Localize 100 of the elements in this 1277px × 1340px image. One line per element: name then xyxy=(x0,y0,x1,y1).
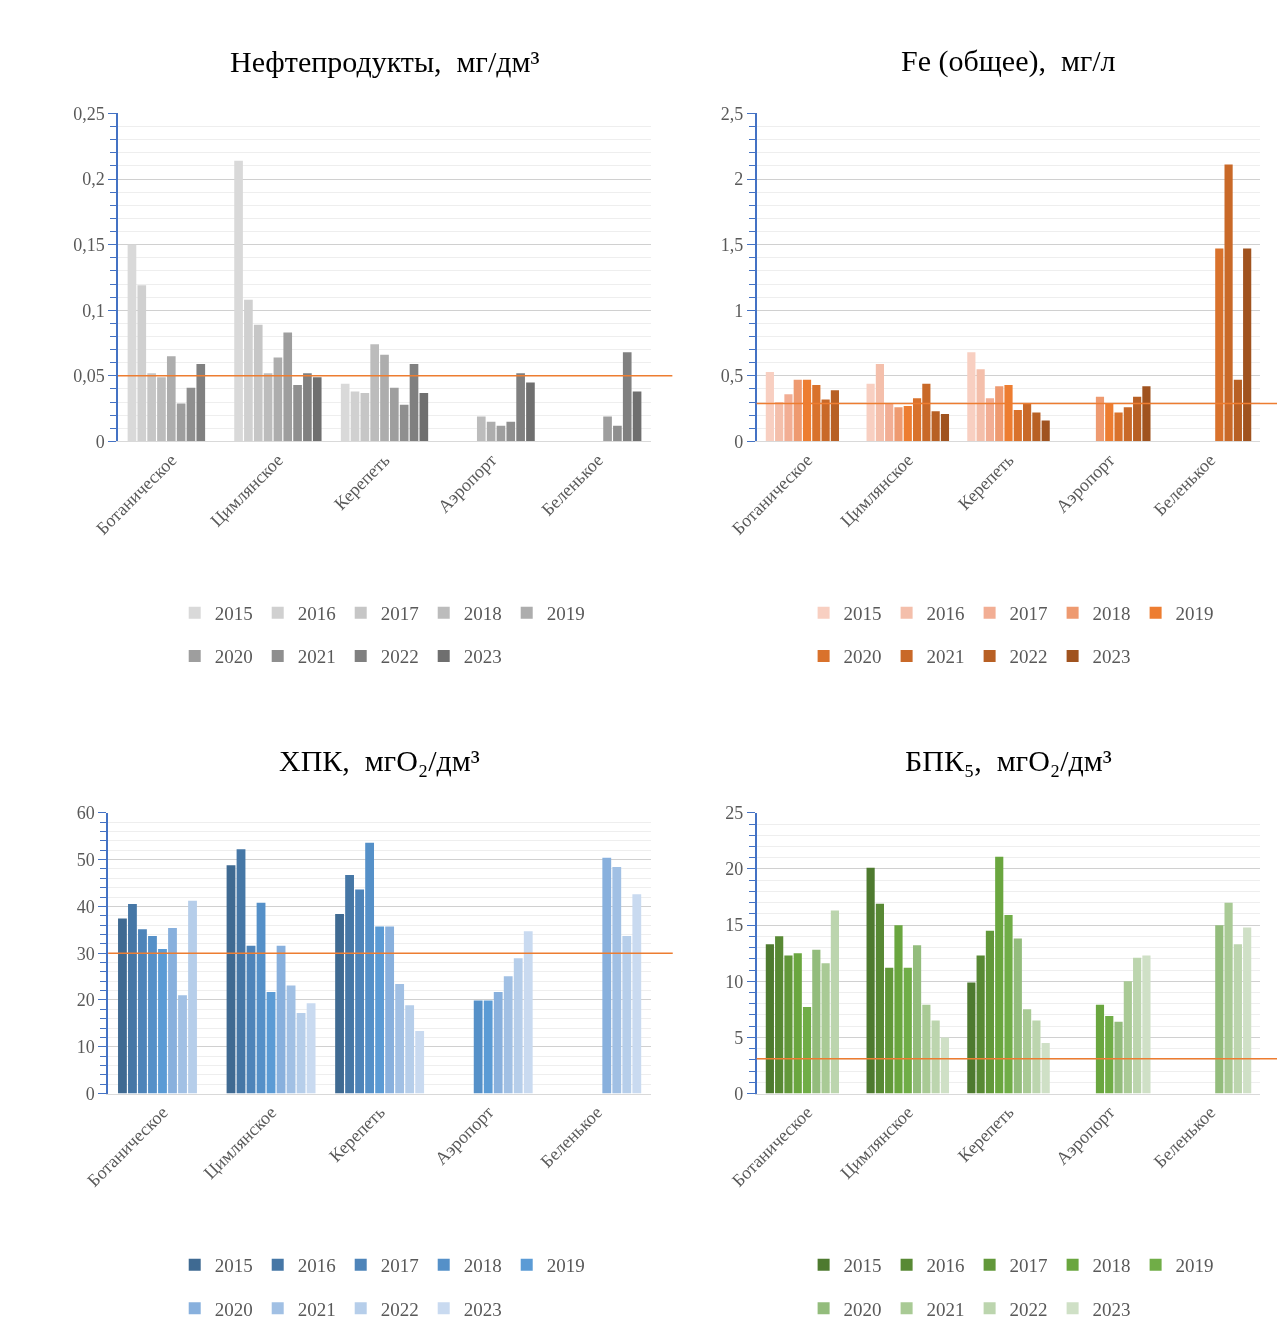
bar xyxy=(283,332,293,442)
bar xyxy=(1013,938,1022,1094)
legend-label: 2018 xyxy=(463,603,502,625)
y-tick-label: 20 xyxy=(725,859,744,880)
bar xyxy=(603,416,612,442)
bar xyxy=(1243,248,1252,442)
legend-label: 2023 xyxy=(1092,646,1131,668)
bar xyxy=(118,918,127,1094)
bar xyxy=(128,904,137,1094)
legend-label: 2017 xyxy=(1009,603,1048,625)
y-tick-label: 25 xyxy=(725,803,744,824)
bar xyxy=(1123,981,1132,1094)
bar xyxy=(1133,396,1142,442)
legend-label: 2019 xyxy=(546,603,585,625)
legend-label: 2018 xyxy=(463,1255,502,1277)
legend-label: 2016 xyxy=(926,603,965,625)
legend-label: 2021 xyxy=(297,646,336,668)
bar xyxy=(176,403,186,442)
chart-title: ХПК, мгО₂/дм³ xyxy=(279,744,480,777)
chart-title: Нефтепродукты, мг/дм³ xyxy=(230,45,540,78)
bar xyxy=(985,930,995,1094)
bar xyxy=(1233,944,1242,1094)
bar xyxy=(622,935,632,1094)
bar xyxy=(335,913,344,1094)
bar xyxy=(931,411,940,442)
bar xyxy=(613,425,622,442)
bar xyxy=(355,889,364,1094)
bar xyxy=(1114,412,1123,442)
bar xyxy=(830,390,839,442)
legend-label: 2020 xyxy=(843,646,882,668)
legend-label: 2022 xyxy=(1009,646,1048,668)
bar xyxy=(1142,955,1151,1094)
bar xyxy=(506,421,516,442)
bar xyxy=(493,992,503,1094)
bar xyxy=(775,402,784,442)
legend-label: 2016 xyxy=(297,1255,336,1277)
y-tick-label: 10 xyxy=(725,971,744,992)
bar xyxy=(365,842,375,1094)
bar xyxy=(1013,409,1022,442)
bar xyxy=(380,354,389,442)
bar xyxy=(995,386,1004,442)
bar xyxy=(967,352,976,442)
bar xyxy=(419,392,429,442)
y-tick-label: 0,5 xyxy=(720,366,744,387)
y-tick-label: 2 xyxy=(734,169,744,190)
legend-label: 2022 xyxy=(1009,1298,1048,1320)
bar xyxy=(1023,1009,1032,1094)
y-tick-label: 30 xyxy=(76,943,95,964)
bar xyxy=(885,403,894,442)
bar xyxy=(303,373,312,442)
legend-label: 2023 xyxy=(1092,1298,1131,1320)
bar xyxy=(940,413,950,442)
bar xyxy=(166,356,176,442)
bar xyxy=(885,967,894,1094)
y-tick-label: 5 xyxy=(734,1027,744,1048)
bar xyxy=(503,976,513,1094)
bar xyxy=(1041,1043,1050,1094)
bar xyxy=(1114,1021,1123,1094)
legend-label: 2021 xyxy=(926,1298,965,1320)
bar xyxy=(812,385,821,442)
bar xyxy=(409,364,419,442)
y-tick-label: 0 xyxy=(95,431,105,452)
bar xyxy=(912,945,922,1094)
bar xyxy=(1032,1020,1041,1094)
y-tick-label: 60 xyxy=(76,803,95,824)
bar xyxy=(306,1003,316,1094)
legend-label: 2015 xyxy=(843,1255,882,1277)
bar xyxy=(821,963,830,1094)
bar xyxy=(931,1020,940,1094)
bar xyxy=(976,955,985,1094)
bar xyxy=(196,364,206,442)
bar xyxy=(178,995,187,1094)
bar xyxy=(375,926,385,1094)
bar xyxy=(390,387,399,442)
legend-label: 2022 xyxy=(380,1298,419,1320)
bar xyxy=(226,865,236,1094)
bar xyxy=(940,1037,950,1094)
bar xyxy=(922,1004,931,1094)
y-tick-label: 1 xyxy=(734,300,744,321)
legend-label: 2023 xyxy=(463,1298,502,1320)
bar xyxy=(922,383,931,442)
chart-title: БПК₅, мгО₂/дм³ xyxy=(905,744,1112,777)
bar xyxy=(875,364,884,442)
legend-label: 2021 xyxy=(297,1298,336,1320)
bar xyxy=(138,929,147,1094)
y-tick-label: 2,5 xyxy=(720,103,744,124)
bar xyxy=(830,910,839,1094)
bar xyxy=(1123,407,1132,442)
legend-label: 2020 xyxy=(843,1298,882,1320)
bar xyxy=(168,927,177,1094)
bar xyxy=(903,406,912,442)
bar xyxy=(875,903,884,1094)
bar xyxy=(1133,957,1142,1094)
bar xyxy=(632,894,642,1094)
bar xyxy=(812,949,821,1094)
legend-label: 2019 xyxy=(546,1255,585,1277)
legend-label: 2016 xyxy=(297,603,336,625)
bar xyxy=(765,371,774,442)
bar xyxy=(236,849,246,1094)
bar xyxy=(985,398,995,442)
